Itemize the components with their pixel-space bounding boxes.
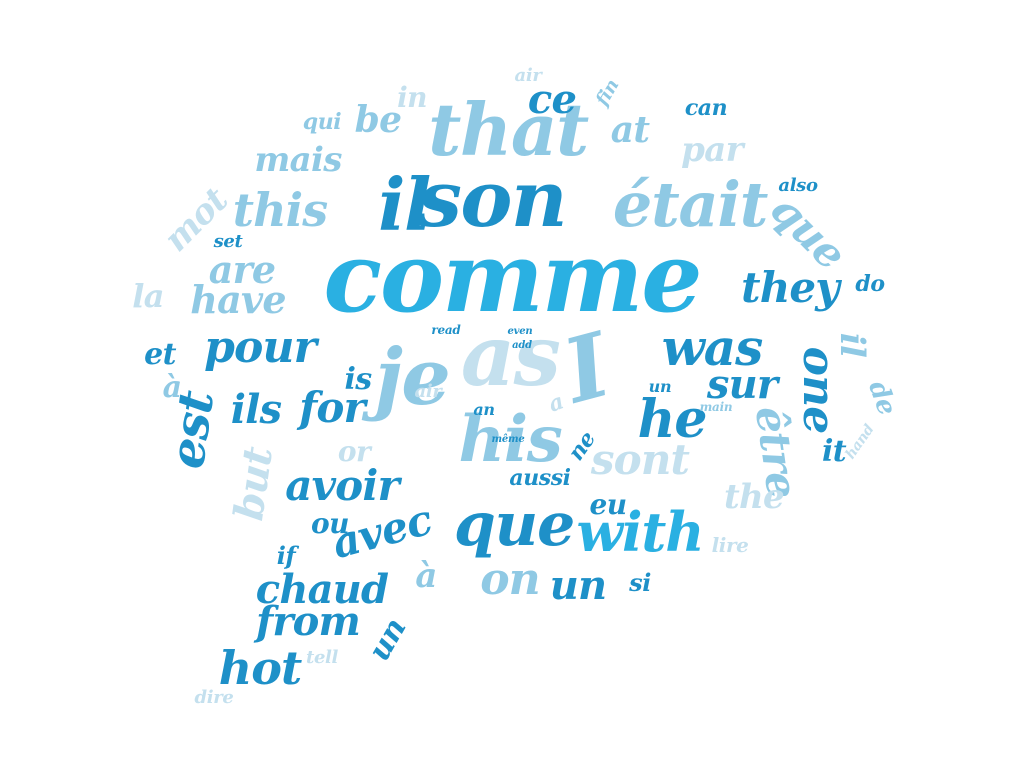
word-est: est (158, 388, 226, 472)
word-un-1: un (648, 377, 672, 396)
word-ce: ce (527, 76, 577, 123)
word-can: can (684, 95, 728, 121)
word-but: but (225, 444, 282, 524)
word-et: et (144, 337, 176, 372)
word-air: air (514, 65, 542, 86)
word-for: for (299, 383, 366, 432)
word-je: je (374, 332, 451, 423)
word-at: at (610, 109, 650, 151)
word-aussi: aussi (509, 465, 571, 491)
word-with: with (576, 500, 705, 564)
word-tell: tell (305, 647, 339, 668)
word-a-grave: à (162, 370, 182, 405)
word-this: this (232, 183, 328, 237)
word-fin: fin (591, 75, 624, 110)
word-if: if (276, 541, 296, 570)
word-it: it (821, 434, 847, 469)
word-un-2: un (549, 562, 607, 609)
word-one: one (793, 346, 844, 434)
word-la: la (132, 277, 164, 315)
word-un-3: un (361, 612, 414, 667)
word-his: his (458, 402, 562, 477)
word-an: an (473, 400, 495, 419)
word-he: he (637, 389, 708, 450)
word-main: main (699, 400, 733, 414)
word-add: add (512, 340, 532, 351)
word-the: the (723, 477, 785, 517)
word-par: par (681, 130, 743, 170)
word-de: de (862, 377, 902, 419)
word-is: is (344, 362, 372, 397)
word-was: was (661, 318, 764, 377)
word-are: are (208, 247, 276, 292)
word-i: I (553, 312, 619, 424)
word-hot: hot (218, 641, 303, 695)
word-a-grave-2: à (415, 556, 437, 596)
word-as: as (460, 306, 561, 405)
word-ils: ils (230, 386, 282, 433)
word-or: or (337, 435, 371, 468)
word-eu: eu (589, 488, 627, 521)
word-set: set (213, 231, 243, 252)
word-that: that (428, 87, 589, 172)
word-on: on (480, 554, 540, 605)
word-from: from (255, 598, 361, 645)
word-il: il (378, 162, 431, 247)
word-dire: dire (194, 687, 234, 708)
word-avoir: avoir (285, 461, 399, 510)
word-hand: hand (842, 421, 878, 463)
word-in: in (397, 81, 427, 114)
word-read: read (431, 323, 461, 337)
word-ou: ou (311, 507, 349, 540)
word-etait: était (612, 168, 768, 241)
word-also: also (778, 175, 818, 196)
word-son: son (418, 154, 568, 245)
word-mais: mais (254, 140, 342, 180)
word-comme: comme (323, 221, 702, 334)
word-chaud: chaud (255, 566, 389, 613)
word-meme: même (491, 434, 525, 445)
word-si: si (629, 568, 651, 597)
word-be: be (354, 99, 402, 141)
word-lire: lire (711, 533, 749, 557)
word-qui: qui (302, 109, 342, 135)
word-do: do (855, 271, 885, 297)
word-have: have (190, 277, 286, 322)
word-que: que (453, 490, 575, 560)
word-they: they (741, 263, 840, 312)
word-air-2: air (414, 381, 442, 402)
word-even: even (507, 326, 533, 337)
word-pour: pour (204, 322, 317, 373)
word-sont: sont (590, 435, 690, 484)
word-sur: sur (706, 361, 778, 408)
